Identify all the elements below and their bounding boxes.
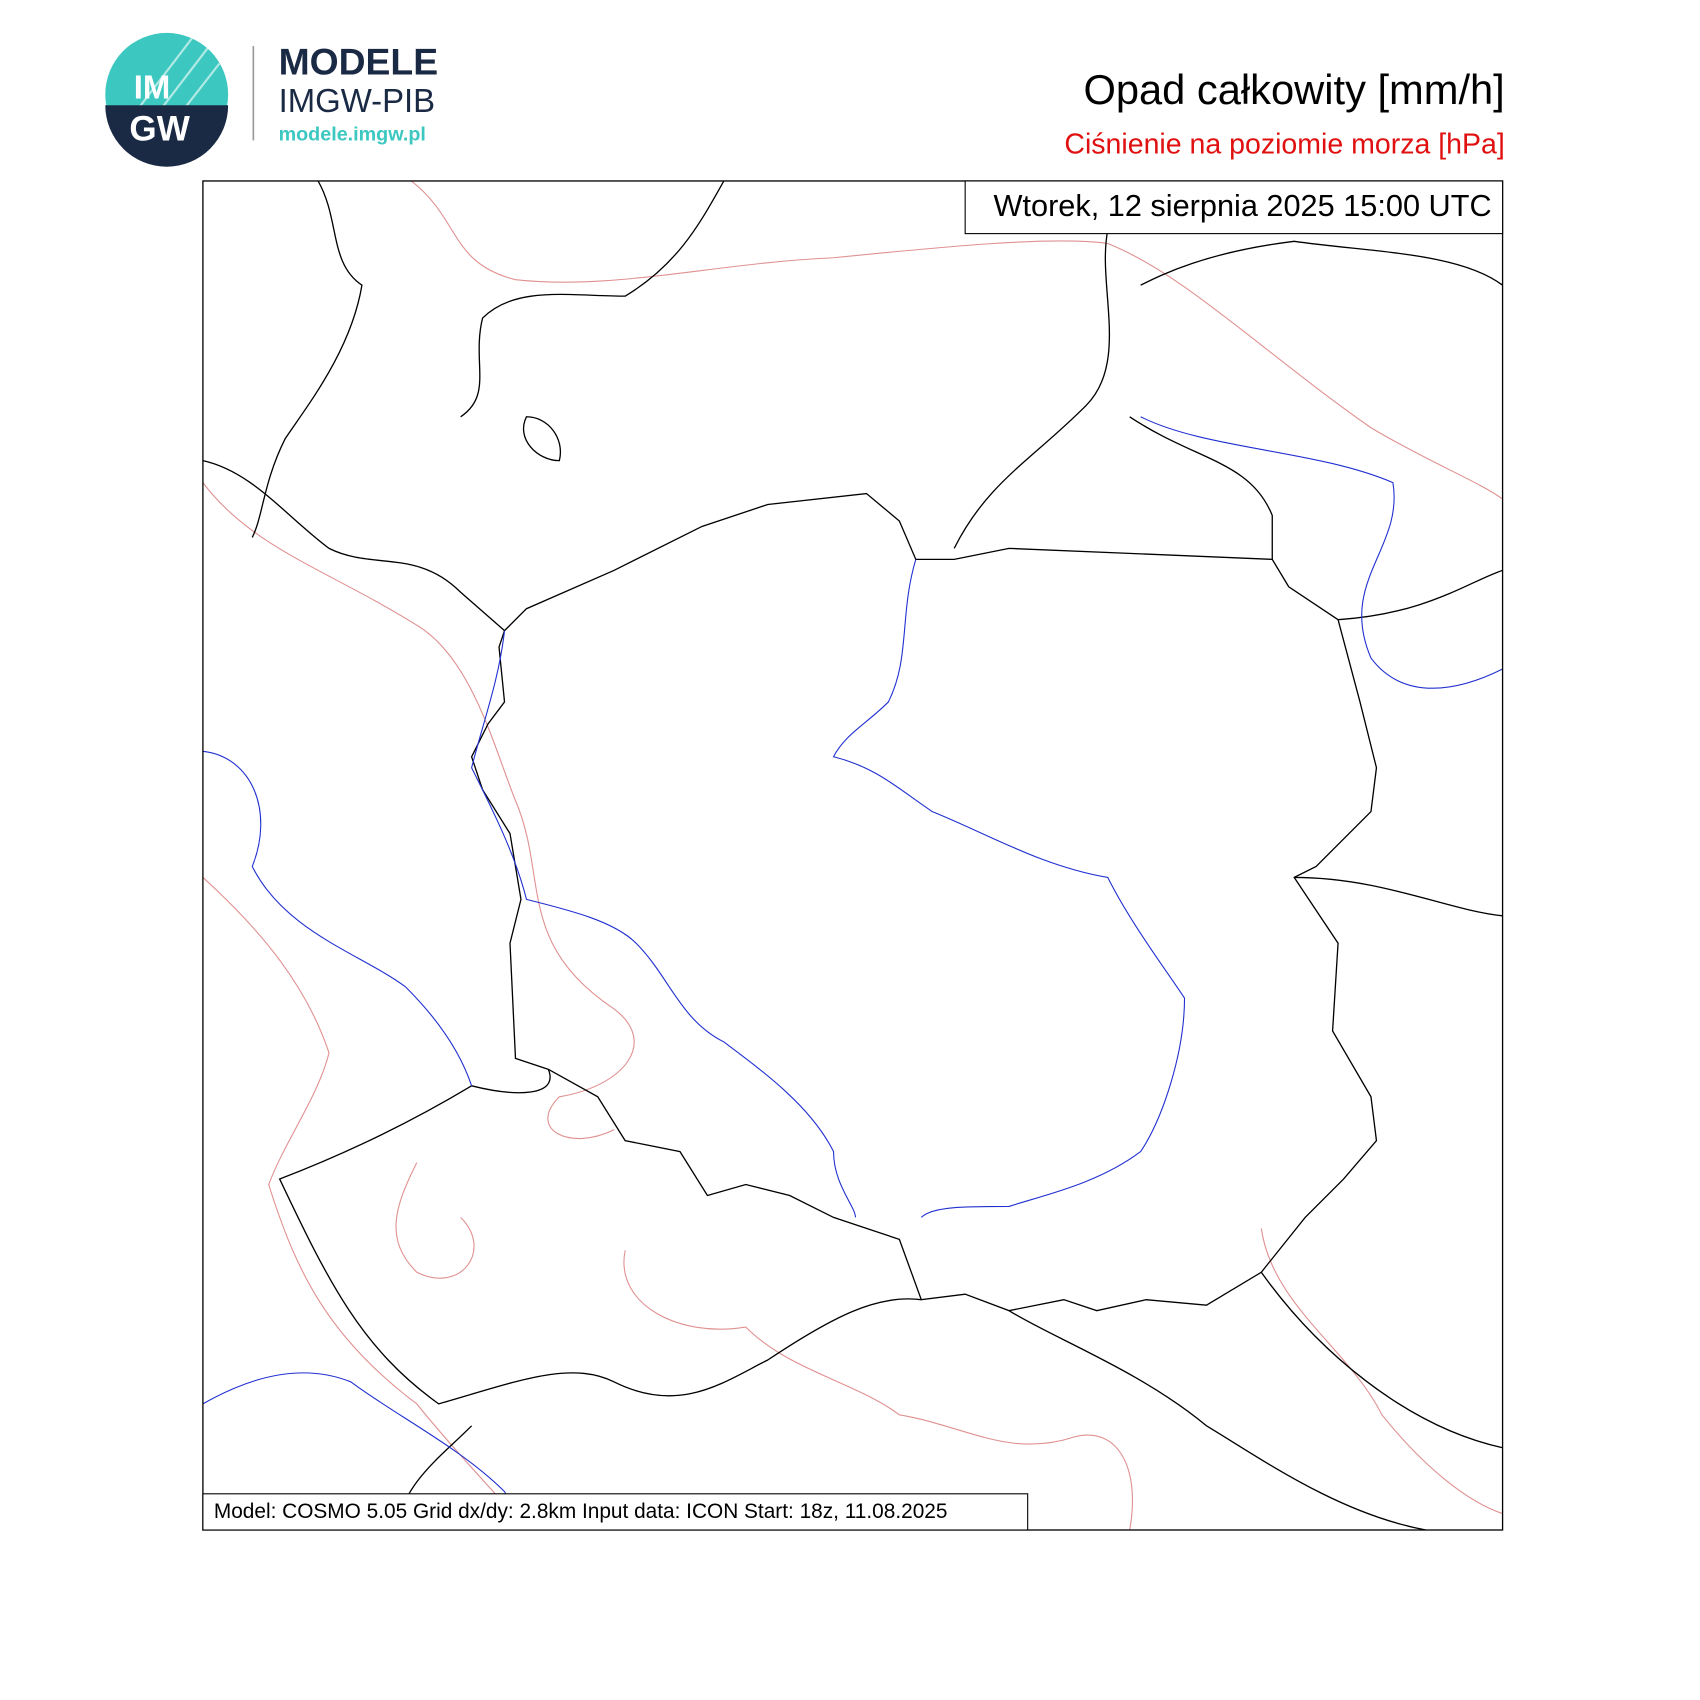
map: Wtorek, 12 sierpnia 2025 15:00 UTC Model… bbox=[202, 180, 1504, 1531]
logo: IM GW MODELE IMGW-PIB modele.imgw.pl bbox=[105, 32, 438, 167]
title: Opad całkowity [mm/h] bbox=[1083, 66, 1504, 113]
logo-url: modele.imgw.pl bbox=[279, 123, 426, 145]
valid-time: Wtorek, 12 sierpnia 2025 15:00 UTC bbox=[994, 188, 1492, 223]
logo-mark-bottom: GW bbox=[129, 109, 190, 148]
logo-mark-top: IM bbox=[134, 69, 171, 106]
footer: Model: COSMO 5.05 Grid dx/dy: 2.8km Inpu… bbox=[214, 1500, 948, 1523]
logo-subtitle: IMGW-PIB bbox=[279, 82, 436, 119]
logo-title: MODELE bbox=[279, 41, 438, 83]
subtitle: Ciśnienie na poziomie morza [hPa] bbox=[1064, 129, 1504, 161]
